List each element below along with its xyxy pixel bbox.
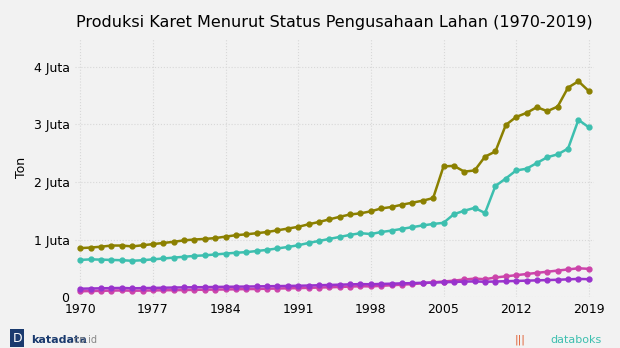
Title: Produksi Karet Menurut Status Pengusahaan Lahan (1970-2019): Produksi Karet Menurut Status Pengusahaa… [76,15,593,30]
Text: katadata: katadata [31,334,87,345]
Text: .co.id: .co.id [71,334,97,345]
Text: D: D [12,332,22,345]
Y-axis label: Ton: Ton [15,157,28,178]
Text: |||: ||| [515,334,526,345]
Text: databoks: databoks [550,334,601,345]
